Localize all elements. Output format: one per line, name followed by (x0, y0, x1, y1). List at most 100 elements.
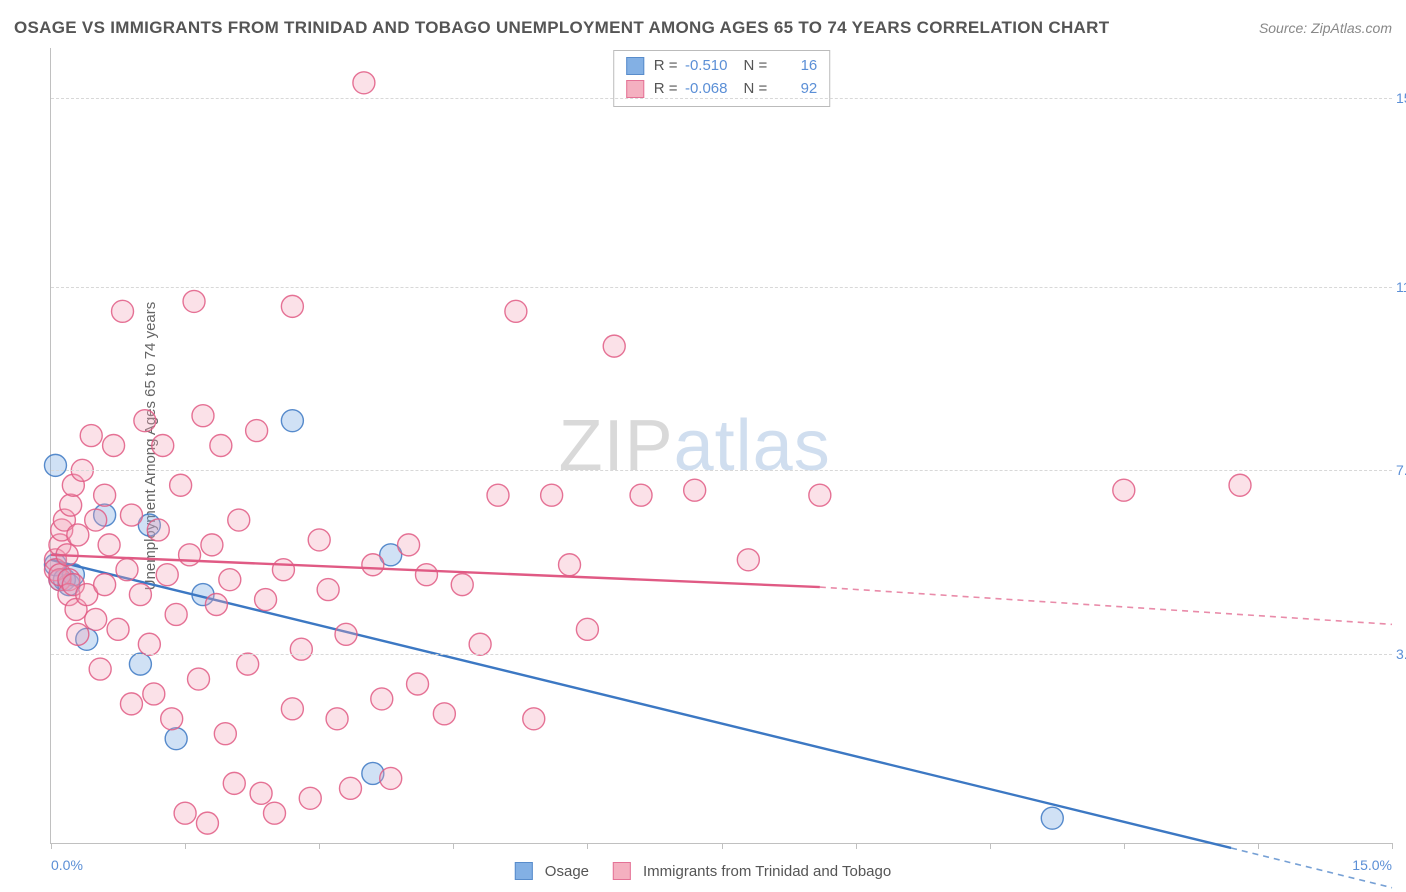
data-point (214, 723, 236, 745)
data-point (255, 589, 277, 611)
data-point (603, 335, 625, 357)
stat-r-label-1: R = (654, 55, 678, 78)
data-point (120, 504, 142, 526)
data-point (299, 787, 321, 809)
data-point (281, 295, 303, 317)
legend-item-1: Osage (515, 862, 589, 880)
data-point (192, 405, 214, 427)
data-point (210, 435, 232, 457)
data-point (398, 534, 420, 556)
data-point (201, 534, 223, 556)
stat-n-value-1: 16 (773, 55, 817, 78)
data-point (85, 509, 107, 531)
stat-n-value-2: 92 (773, 78, 817, 101)
data-point (67, 524, 89, 546)
data-point (152, 435, 174, 457)
data-point (94, 574, 116, 596)
data-point (60, 494, 82, 516)
data-point (451, 574, 473, 596)
data-point (165, 603, 187, 625)
data-point (223, 772, 245, 794)
data-point (684, 479, 706, 501)
data-point (228, 509, 250, 531)
legend-label-2: Immigrants from Trinidad and Tobago (643, 863, 891, 880)
data-point (487, 484, 509, 506)
stats-row-2: R = -0.068 N = 92 (626, 78, 818, 101)
data-point (80, 425, 102, 447)
data-point (290, 638, 312, 660)
data-point (281, 410, 303, 432)
y-tick-label: 15.0% (1396, 90, 1406, 106)
data-point (1113, 479, 1135, 501)
stats-row-1: R = -0.510 N = 16 (626, 55, 818, 78)
data-point (272, 559, 294, 581)
data-point (98, 534, 120, 556)
legend-swatch-2 (613, 862, 631, 880)
data-point (380, 767, 402, 789)
trend-line-extrapolated (820, 587, 1392, 624)
y-tick-label: 3.8% (1396, 646, 1406, 662)
data-point (112, 300, 134, 322)
data-point (156, 564, 178, 586)
stat-n-label-1: N = (744, 55, 768, 78)
data-point (308, 529, 330, 551)
gridline (51, 287, 1392, 288)
data-point (407, 673, 429, 695)
stat-n-label-2: N = (744, 78, 768, 101)
data-point (183, 290, 205, 312)
data-point (1041, 807, 1063, 829)
data-point (326, 708, 348, 730)
data-point (103, 435, 125, 457)
x-tick (453, 843, 454, 849)
gridline (51, 654, 1392, 655)
data-point (85, 608, 107, 630)
data-point (129, 584, 151, 606)
data-point (281, 698, 303, 720)
gridline (51, 470, 1392, 471)
data-point (120, 693, 142, 715)
data-point (362, 554, 384, 576)
data-point (523, 708, 545, 730)
x-tick (722, 843, 723, 849)
y-tick-label: 7.5% (1396, 462, 1406, 478)
plot-area: ZIPatlas R = -0.510 N = 16 R = -0.068 N … (50, 48, 1392, 844)
x-axis-min-label: 0.0% (51, 857, 83, 873)
data-point (505, 300, 527, 322)
data-point (541, 484, 563, 506)
data-point (134, 410, 156, 432)
data-point (264, 802, 286, 824)
data-point (809, 484, 831, 506)
data-point (1229, 474, 1251, 496)
data-point (161, 708, 183, 730)
x-axis-max-label: 15.0% (1352, 857, 1392, 873)
data-point (89, 658, 111, 680)
data-point (67, 623, 89, 645)
data-point (576, 618, 598, 640)
stat-r-value-1: -0.510 (684, 55, 728, 78)
data-point (179, 544, 201, 566)
data-point (147, 519, 169, 541)
data-point (165, 728, 187, 750)
data-point (317, 579, 339, 601)
data-point (250, 782, 272, 804)
data-point (353, 72, 375, 94)
legend-swatch-1 (515, 862, 533, 880)
data-point (94, 484, 116, 506)
data-point (737, 549, 759, 571)
data-point (469, 633, 491, 655)
data-point (143, 683, 165, 705)
data-point (630, 484, 652, 506)
data-point (205, 594, 227, 616)
data-point (559, 554, 581, 576)
data-point (188, 668, 210, 690)
legend-label-1: Osage (545, 863, 589, 880)
data-point (433, 703, 455, 725)
data-point (237, 653, 259, 675)
x-tick (1392, 843, 1393, 849)
legend: Osage Immigrants from Trinidad and Tobag… (515, 862, 891, 880)
x-tick (185, 843, 186, 849)
swatch-series-1 (626, 57, 644, 75)
x-tick (990, 843, 991, 849)
x-tick (856, 843, 857, 849)
data-point (415, 564, 437, 586)
